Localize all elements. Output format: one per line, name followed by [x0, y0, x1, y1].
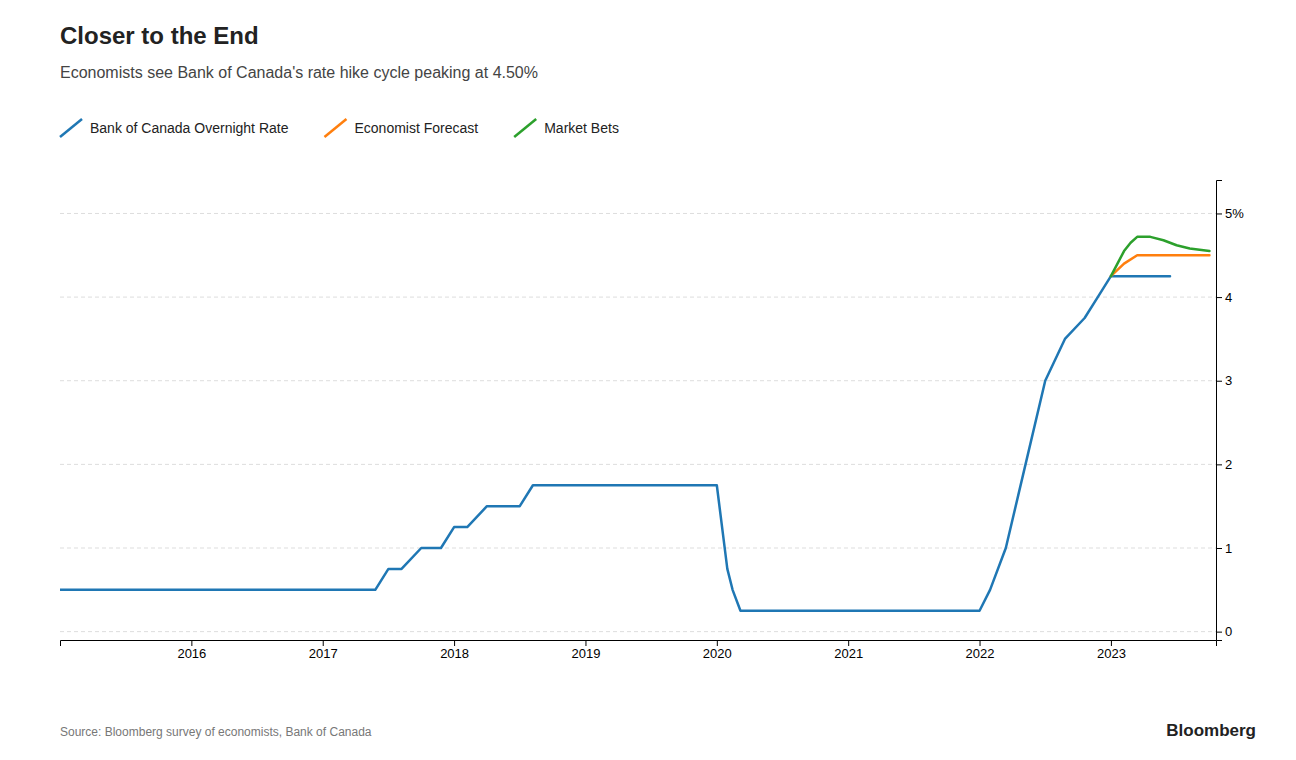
x-tick: 2023	[1097, 640, 1126, 661]
subtitle: Economists see Bank of Canada's rate hik…	[60, 64, 538, 81]
x-tick: 2019	[571, 640, 600, 661]
y-tick-mark	[1216, 381, 1222, 382]
x-tick-mark	[980, 640, 981, 646]
x-tick-label: 2018	[440, 646, 469, 661]
x-tick-mark	[323, 640, 324, 646]
line	[1111, 237, 1210, 276]
line	[1111, 255, 1210, 276]
x-tick: 2017	[309, 640, 338, 661]
x-tick-mark	[717, 640, 718, 646]
legend-swatch	[60, 119, 82, 137]
lines	[60, 237, 1209, 611]
legend-label: Bank of Canada Overnight Rate	[90, 120, 289, 136]
grid	[60, 213, 1216, 631]
y-tick: 4	[1216, 290, 1232, 305]
x-tick-label: 2022	[966, 646, 995, 661]
y-tick-label: 1	[1225, 541, 1232, 556]
y-tick-mark	[1216, 464, 1222, 465]
line	[60, 276, 1170, 611]
x-tick: 2016	[177, 640, 206, 661]
x-tick-mark	[848, 640, 849, 646]
title: Closer to the End	[60, 22, 259, 49]
x-tick-label: 2021	[834, 646, 863, 661]
x-tick-mark	[454, 640, 455, 646]
x-tick-label: 2023	[1097, 646, 1126, 661]
y-tick-mark	[1216, 632, 1222, 633]
legend: Bank of Canada Overnight Rate Economist F…	[60, 119, 619, 137]
grid-line	[60, 548, 1216, 549]
grid-line	[60, 380, 1216, 381]
y-tick-mark	[1216, 548, 1222, 549]
grid-line	[60, 297, 1216, 298]
x-axis-line	[61, 641, 1217, 647]
annotation: Bloomberg	[1166, 721, 1256, 740]
y-tick: 3	[1216, 373, 1232, 388]
y-tick-label: 0	[1225, 624, 1232, 639]
y-tick: 1	[1216, 541, 1232, 556]
x-tick-mark	[191, 640, 192, 646]
y-tick-mark	[1216, 297, 1222, 298]
y-tick-label: 5%	[1225, 206, 1244, 221]
grid-line	[60, 213, 1216, 214]
legend-label: Economist Forecast	[354, 120, 478, 136]
x-tick-label: 2016	[177, 646, 206, 661]
y-axis-line	[1217, 181, 1223, 641]
x-tick-label: 2017	[309, 646, 338, 661]
legend-swatch	[514, 119, 536, 137]
chart: Closer to the End Economists see Bank of …	[0, 0, 1296, 760]
y-tick-mark	[1216, 213, 1222, 214]
y-tick-label: 2	[1225, 457, 1232, 472]
grid-line	[60, 464, 1216, 465]
legend-swatch	[324, 119, 346, 137]
grid-line	[60, 631, 1216, 632]
y-axis: 0 1 2 3 4 5%	[1216, 181, 1244, 641]
legend-label: Market Bets	[544, 120, 619, 136]
x-tick-mark	[585, 640, 586, 646]
y-tick: 2	[1216, 457, 1232, 472]
y-tick-label: 4	[1225, 290, 1232, 305]
x-tick-label: 2020	[703, 646, 732, 661]
x-tick: 2021	[834, 640, 863, 661]
y-tick-label: 3	[1225, 373, 1232, 388]
x-tick: 2022	[966, 640, 995, 661]
x-tick: 2020	[703, 640, 732, 661]
x-tick-label: 2019	[571, 646, 600, 661]
y-tick: 0	[1216, 624, 1232, 639]
y-tick: 5%	[1216, 206, 1244, 221]
x-tick: 2018	[440, 640, 469, 661]
x-tick-mark	[1111, 640, 1112, 646]
source: Source: Bloomberg survey of economists, …	[60, 725, 372, 739]
x-axis: 2016 2017 2018 2019 2020 2021 2022 2023	[61, 640, 1217, 661]
